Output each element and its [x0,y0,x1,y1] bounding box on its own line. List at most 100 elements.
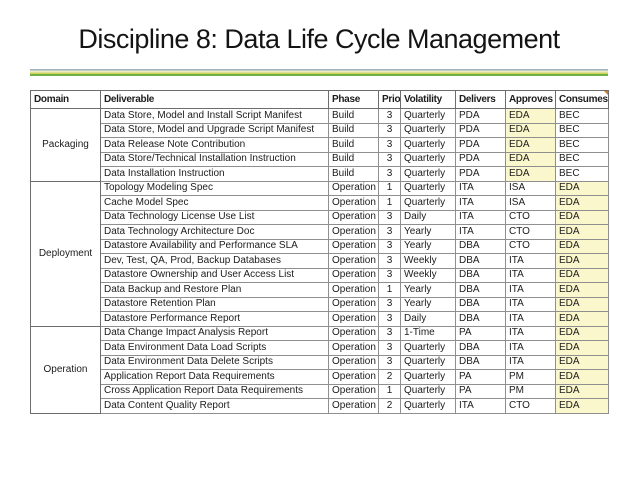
prio-cell: 3 [378,122,401,138]
delivers-cell: ITA [455,398,506,414]
consumes-cell: EDA [555,195,609,211]
deliverable-cell: Data Store/Technical Installation Instru… [100,151,329,167]
delivers-cell: PA [455,325,506,341]
table-row: Datastore Performance Report Operation 3 Da… [31,311,609,327]
deliverable-cell: Application Report Data Requirements [100,369,329,385]
deliverable-cell: Cache Model Spec [100,195,329,211]
volatility-cell: Yearly [400,282,456,298]
consumes-cell: BEC [555,137,609,153]
volatility-cell: Daily [400,311,456,327]
approves-cell: EDA [505,122,556,138]
table-row: Cross Application Report Data Requiremen… [31,383,609,399]
deliverable-cell: Datastore Availability and Performance S… [100,238,329,254]
table-row: Data Store, Model and Upgrade Script Man… [31,122,609,138]
phase-cell: Operation [328,398,379,414]
volatility-cell: Quarterly [400,398,456,414]
deliverable-cell: Data Store, Model and Upgrade Script Man… [100,122,329,138]
consumes-cell: EDA [555,311,609,327]
approves-cell: ITA [505,340,556,356]
approves-cell: ITA [505,253,556,269]
deliverable-cell: Datastore Ownership and User Access List [100,267,329,283]
approves-cell: ITA [505,296,556,312]
deliverable-cell: Data Content Quality Report [100,398,329,414]
prio-cell: 3 [378,224,401,240]
phase-cell: Operation [328,354,379,370]
volatility-cell: Quarterly [400,195,456,211]
approves-cell: ITA [505,325,556,341]
approves-cell: ITA [505,354,556,370]
phase-cell: Operation [328,383,379,399]
delivers-cell: DBA [455,340,506,356]
table-row: Application Report Data Requirements Oper… [31,369,609,385]
phase-cell: Build [328,151,379,167]
table-row: Cache Model Spec Operation 1 Quarterly ITA IS… [31,195,609,211]
phase-cell: Operation [328,296,379,312]
deliverable-cell: Data Backup and Restore Plan [100,282,329,298]
col-header-consumes: Consumes [555,90,609,109]
col-header-approves: Approves [505,90,556,109]
col-header-deliverable: Deliverable [100,90,329,109]
approves-cell: ISA [505,195,556,211]
table-row: Data Release Note Contribution Build 3 Quar… [31,137,609,153]
volatility-cell: Yearly [400,238,456,254]
deliverable-cell: Datastore Performance Report [100,311,329,327]
consumes-cell: EDA [555,340,609,356]
deliverable-cell: Topology Modeling Spec [100,180,329,196]
col-header-phase: Phase [328,90,379,109]
volatility-cell: Quarterly [400,151,456,167]
volatility-cell: Quarterly [400,383,456,399]
consumes-cell: EDA [555,224,609,240]
table-row: Data Store/Technical Installation Instru… [31,151,609,167]
delivers-cell: PA [455,383,506,399]
consumes-cell: EDA [555,296,609,312]
delivers-cell: ITA [455,224,506,240]
delivers-cell: DBA [455,267,506,283]
delivers-cell: ITA [455,180,506,196]
approves-cell: PM [505,383,556,399]
deliverable-cell: Data Change Impact Analysis Report [100,325,329,341]
delivers-cell: PA [455,369,506,385]
approves-cell: ITA [505,267,556,283]
col-header-prio: Prio [378,90,401,109]
phase-cell: Operation [328,180,379,196]
approves-cell: EDA [505,108,556,124]
prio-cell: 3 [378,253,401,269]
prio-cell: 3 [378,311,401,327]
deliverable-cell: Data Store, Model and Install Script Man… [100,108,329,124]
deliverable-cell: Dev, Test, QA, Prod, Backup Databases [100,253,329,269]
prio-cell: 1 [378,180,401,196]
approves-cell: ITA [505,282,556,298]
prio-cell: 3 [378,267,401,283]
phase-cell: Operation [328,267,379,283]
domain-cell: Packaging [30,108,101,182]
col-header-delivers: Delivers [455,90,506,109]
delivers-cell: ITA [455,209,506,225]
domain-cell: Deployment [30,180,101,327]
delivers-cell: PDA [455,151,506,167]
table-row: Packaging Data Store, Model and Install S… [30,108,609,182]
delivers-cell: DBA [455,311,506,327]
approves-cell: CTO [505,238,556,254]
table-row: Datastore Retention Plan Operation 3 Yearly… [31,296,609,312]
consumes-cell: EDA [555,209,609,225]
table-row: Deployment Topology Modeling Spec Operatio… [30,180,609,327]
consumes-cell: EDA [555,253,609,269]
deliverable-cell: Data Technology License Use List [100,209,329,225]
consumes-cell: EDA [555,238,609,254]
consumes-cell: EDA [555,369,609,385]
prio-cell: 3 [378,354,401,370]
phase-cell: Operation [328,195,379,211]
delivers-cell: PDA [455,137,506,153]
prio-cell: 3 [378,238,401,254]
prio-cell: 1 [378,383,401,399]
deliverable-cell: Data Environment Data Load Scripts [100,340,329,356]
approves-cell: EDA [505,151,556,167]
prio-cell: 3 [378,340,401,356]
approves-cell: CTO [505,209,556,225]
volatility-cell: Weekly [400,253,456,269]
deliverable-cell: Data Release Note Contribution [100,137,329,153]
delivers-cell: DBA [455,354,506,370]
delivers-cell: DBA [455,282,506,298]
deliverable-cell: Data Technology Architecture Doc [100,224,329,240]
deliverables-table: Domain Deliverable Phase Prio Volatility… [30,90,609,414]
